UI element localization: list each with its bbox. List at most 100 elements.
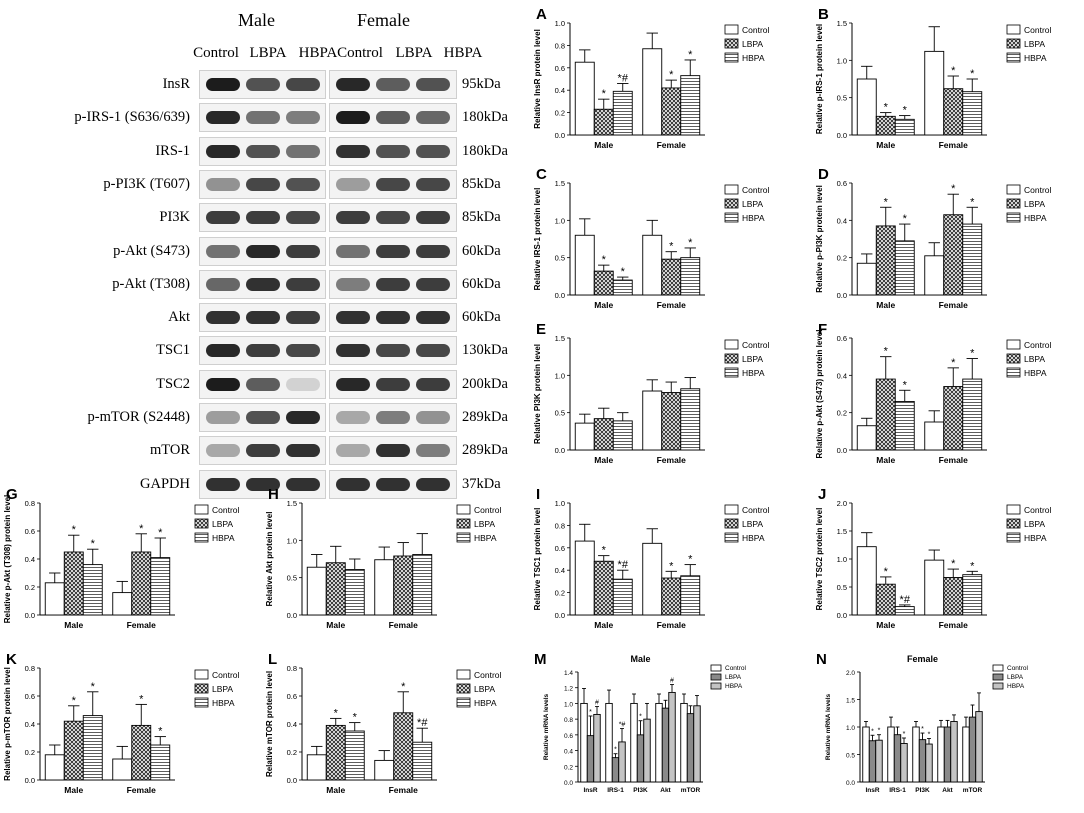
blot-band xyxy=(376,211,410,225)
y-tick-label: 1.0 xyxy=(846,725,855,732)
blot-band xyxy=(416,344,450,358)
legend-label: LBPA xyxy=(742,199,763,209)
y-tick-label: 0.8 xyxy=(287,664,297,673)
x-tick-label: Male xyxy=(876,455,895,465)
bar xyxy=(937,726,945,783)
panel-letter: N xyxy=(816,651,827,668)
legend-swatch xyxy=(1006,504,1021,515)
bar xyxy=(894,240,915,296)
y-tick-label: 0.8 xyxy=(555,41,565,50)
blot-band xyxy=(416,444,450,458)
bar xyxy=(943,214,964,296)
y-axis-label: Relative p-mTOR protein level xyxy=(3,667,12,781)
bar xyxy=(325,562,346,616)
blot-band xyxy=(246,211,280,225)
bar xyxy=(586,735,595,783)
chart-panel-l: L Relative mTOR protein level 0.0 0.2 0.4 0.6… xyxy=(262,650,532,813)
lane-label: LBPA xyxy=(395,45,433,61)
blot-band xyxy=(206,344,240,358)
legend-swatch xyxy=(456,504,471,515)
bar xyxy=(862,726,870,783)
blot-band xyxy=(286,377,320,391)
bar xyxy=(968,716,977,783)
bar xyxy=(344,569,365,616)
y-axis-label: Relative mRNA levels xyxy=(825,694,832,761)
x-tick-label: InsR xyxy=(583,787,597,794)
legend-label: Control xyxy=(742,340,770,350)
significance-mark: * xyxy=(602,545,607,557)
y-tick-label: 0.4 xyxy=(555,86,565,95)
significance-mark: * xyxy=(688,237,693,249)
legend-label: HBPA xyxy=(742,53,765,63)
y-tick-label: 0.0 xyxy=(555,446,565,455)
significance-mark: * xyxy=(970,560,975,572)
bar xyxy=(680,575,701,616)
significance-mark: * xyxy=(688,49,693,61)
legend-label: LBPA xyxy=(742,39,763,49)
legend-swatch xyxy=(724,532,739,543)
y-tick-label: 0.2 xyxy=(25,583,35,592)
blot-band xyxy=(246,377,280,391)
legend-swatch xyxy=(992,673,1004,681)
bar xyxy=(393,712,414,781)
significance-mark: *# xyxy=(618,559,629,571)
bar xyxy=(686,713,695,783)
bar xyxy=(612,420,633,451)
legend-label: HBPA xyxy=(474,533,497,543)
bar xyxy=(112,592,133,616)
bar xyxy=(680,257,701,296)
significance-mark: * xyxy=(72,695,77,707)
bar xyxy=(593,713,601,783)
female-blot-strip xyxy=(329,103,457,133)
y-tick-label: 0.4 xyxy=(837,371,847,380)
legend-label: LBPA xyxy=(1024,354,1045,364)
chart-panel-h: H Relative Akt protein level 0.0 0.5 1.0 1.5 M… xyxy=(262,485,532,648)
legend-swatch xyxy=(194,697,209,708)
x-tick-label: PI3K xyxy=(915,787,930,794)
y-tick-label: 0.2 xyxy=(555,589,565,598)
bar xyxy=(912,726,920,783)
y-tick-label: 0.0 xyxy=(287,776,297,785)
legend-swatch xyxy=(1006,518,1021,529)
blot-band xyxy=(246,144,280,158)
legend-swatch xyxy=(724,504,739,515)
bar xyxy=(642,48,663,136)
legend-swatch xyxy=(1006,212,1021,223)
y-axis-label: Relative IRS-1 protein level xyxy=(533,188,542,291)
bar xyxy=(593,108,614,136)
significance-mark: * xyxy=(621,266,626,278)
bar xyxy=(680,75,701,136)
y-tick-label: 0.0 xyxy=(555,291,565,300)
blot-row: p-mTOR (S2448) 289kDa xyxy=(0,403,520,433)
significance-mark: * xyxy=(401,681,406,693)
x-tick-label: InsR xyxy=(865,787,879,794)
blot-band xyxy=(246,311,280,325)
x-tick-label: Male xyxy=(594,300,613,310)
protein-name: p-Akt (T308) xyxy=(112,275,190,292)
legend-label: LBPA xyxy=(742,354,763,364)
y-tick-label: 0.0 xyxy=(837,291,847,300)
legend-swatch xyxy=(724,38,739,49)
female-blot-strip xyxy=(329,336,457,366)
legend-label: Control xyxy=(725,665,747,672)
significance-mark: * xyxy=(884,102,889,114)
blot-band xyxy=(416,411,450,424)
blot-band xyxy=(336,377,370,391)
bar xyxy=(636,734,645,783)
blot-band xyxy=(336,111,370,125)
y-axis-label: Relative TSC2 protein level xyxy=(815,508,824,611)
panel-letter: B xyxy=(818,6,829,23)
legend-swatch xyxy=(194,504,209,515)
x-tick-label: Female xyxy=(657,620,687,630)
y-axis-label: Relative Akt protein level xyxy=(265,512,274,607)
bar xyxy=(574,540,595,616)
significance-mark: * xyxy=(951,183,956,195)
significance-mark: * xyxy=(91,681,96,693)
legend-label: LBPA xyxy=(742,519,763,529)
blot-row: Akt 60kDa xyxy=(0,303,520,333)
y-tick-label: 0.4 xyxy=(25,720,35,729)
bar xyxy=(918,739,927,783)
significance-mark: * xyxy=(139,523,144,535)
y-tick-label: 0.5 xyxy=(555,254,565,263)
blot-band xyxy=(376,477,410,491)
